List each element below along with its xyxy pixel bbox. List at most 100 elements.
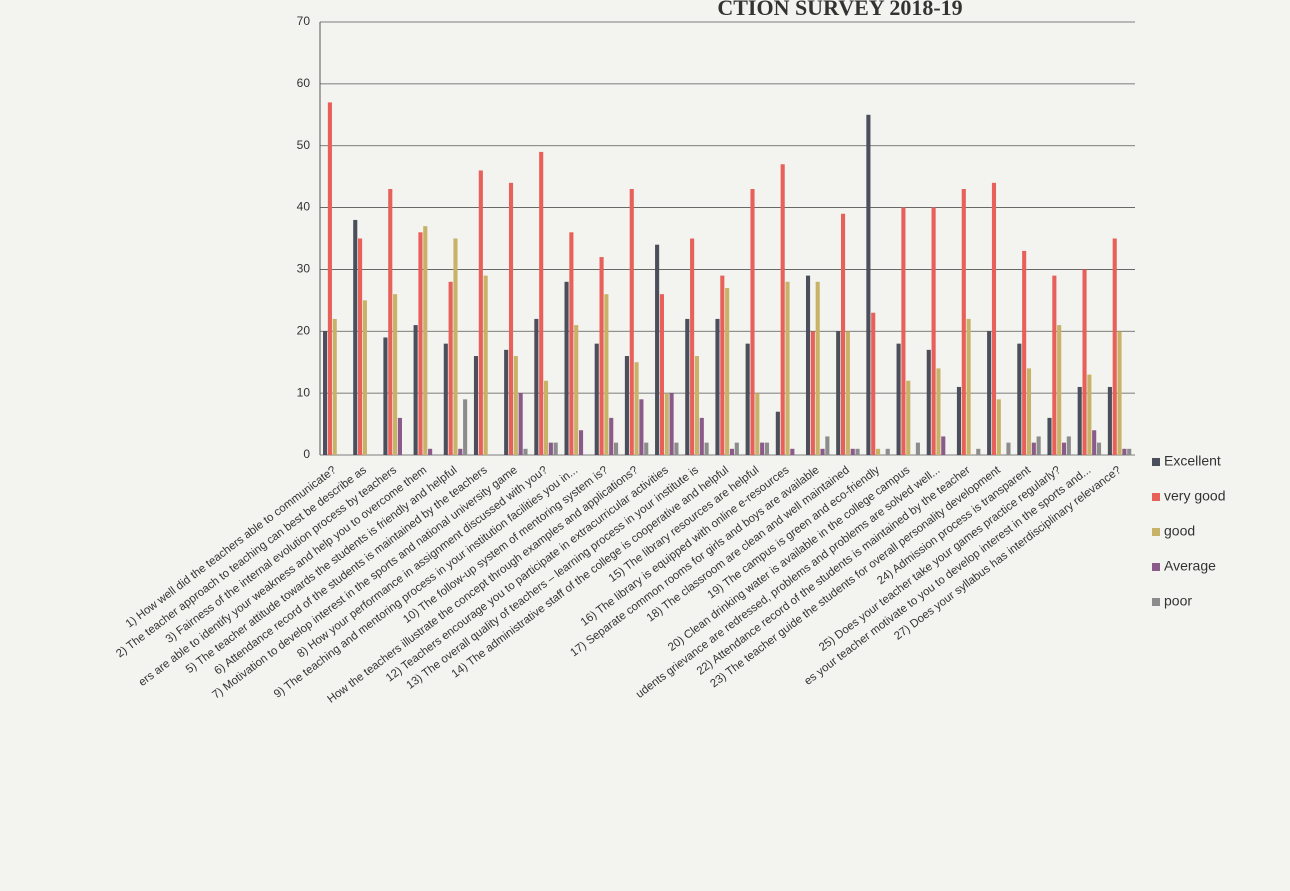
bar — [841, 214, 845, 455]
bar — [866, 115, 870, 455]
bar — [967, 319, 971, 455]
bar — [851, 449, 855, 455]
bar — [509, 183, 513, 455]
bar — [544, 381, 548, 455]
bar — [1087, 375, 1091, 455]
bar — [665, 393, 669, 455]
bar — [735, 443, 739, 455]
bar — [595, 344, 599, 455]
bar — [1122, 449, 1126, 455]
bar — [660, 294, 664, 455]
bar — [825, 436, 829, 455]
bar — [1113, 239, 1117, 456]
bar — [886, 449, 890, 455]
bar — [836, 331, 840, 455]
bar — [1117, 331, 1121, 455]
bar — [1037, 436, 1041, 455]
bar — [916, 443, 920, 455]
bar — [785, 282, 789, 455]
chart-title: CTION SURVEY 2018-19 — [717, 0, 962, 20]
bar — [449, 282, 453, 455]
bar — [700, 418, 704, 455]
y-tick-label: 0 — [303, 447, 310, 461]
bar — [463, 399, 467, 455]
legend-label: poor — [1164, 593, 1192, 609]
bar — [685, 319, 689, 455]
bar — [1047, 418, 1051, 455]
bar — [549, 443, 553, 455]
bar — [715, 319, 719, 455]
bar — [855, 449, 859, 455]
legend-swatch — [1152, 458, 1160, 466]
bar — [871, 313, 875, 455]
bar — [932, 208, 936, 455]
y-tick-label: 20 — [297, 323, 311, 337]
bar — [760, 443, 764, 455]
bar — [565, 282, 569, 455]
y-tick-label: 10 — [297, 385, 311, 399]
bar — [876, 449, 880, 455]
bar — [1017, 344, 1021, 455]
bar — [820, 449, 824, 455]
legend-label: very good — [1164, 488, 1225, 504]
bar — [519, 393, 523, 455]
bar — [992, 183, 996, 455]
bar — [781, 164, 785, 455]
bar — [765, 443, 769, 455]
bar — [695, 356, 699, 455]
bar — [414, 325, 418, 455]
legend-label: good — [1164, 523, 1195, 539]
bar — [328, 102, 332, 455]
bar — [670, 393, 674, 455]
bar — [383, 337, 387, 455]
bar — [776, 412, 780, 455]
bar — [962, 189, 966, 455]
bar — [554, 443, 558, 455]
bar — [941, 436, 945, 455]
bar — [363, 300, 367, 455]
bar — [1027, 368, 1031, 455]
bar — [927, 350, 931, 455]
y-tick-label: 70 — [297, 14, 311, 28]
bar — [1052, 276, 1056, 455]
chart: CTION SURVEY 2018-19 0102030405060701) H… — [0, 0, 1290, 886]
bar — [453, 239, 457, 456]
bar — [901, 208, 905, 455]
bar — [444, 344, 448, 455]
legend-swatch — [1152, 563, 1160, 571]
bar — [644, 443, 648, 455]
legend-swatch — [1152, 598, 1160, 606]
legend-swatch — [1152, 528, 1160, 536]
bar — [353, 220, 357, 455]
bar — [906, 381, 910, 455]
bar — [609, 418, 613, 455]
legend-label: Excellent — [1164, 453, 1221, 469]
bar — [569, 232, 573, 455]
bar — [1062, 443, 1066, 455]
bar — [574, 325, 578, 455]
bar — [398, 418, 402, 455]
bar — [625, 356, 629, 455]
bar — [514, 356, 518, 455]
bar — [655, 245, 659, 455]
bar — [614, 443, 618, 455]
bar — [720, 276, 724, 455]
bar — [539, 152, 543, 455]
bar — [630, 189, 634, 455]
bar — [484, 276, 488, 455]
bar — [811, 331, 815, 455]
bar — [323, 331, 327, 455]
bar — [1097, 443, 1101, 455]
bar — [600, 257, 604, 455]
y-tick-label: 50 — [297, 138, 311, 152]
bar — [458, 449, 462, 455]
bar — [358, 239, 362, 456]
bar — [1006, 443, 1010, 455]
y-tick-label: 60 — [297, 76, 311, 90]
bar — [1022, 251, 1026, 455]
bar — [333, 319, 337, 455]
bar — [816, 282, 820, 455]
bar — [1108, 387, 1112, 455]
bar — [474, 356, 478, 455]
bar — [725, 288, 729, 455]
